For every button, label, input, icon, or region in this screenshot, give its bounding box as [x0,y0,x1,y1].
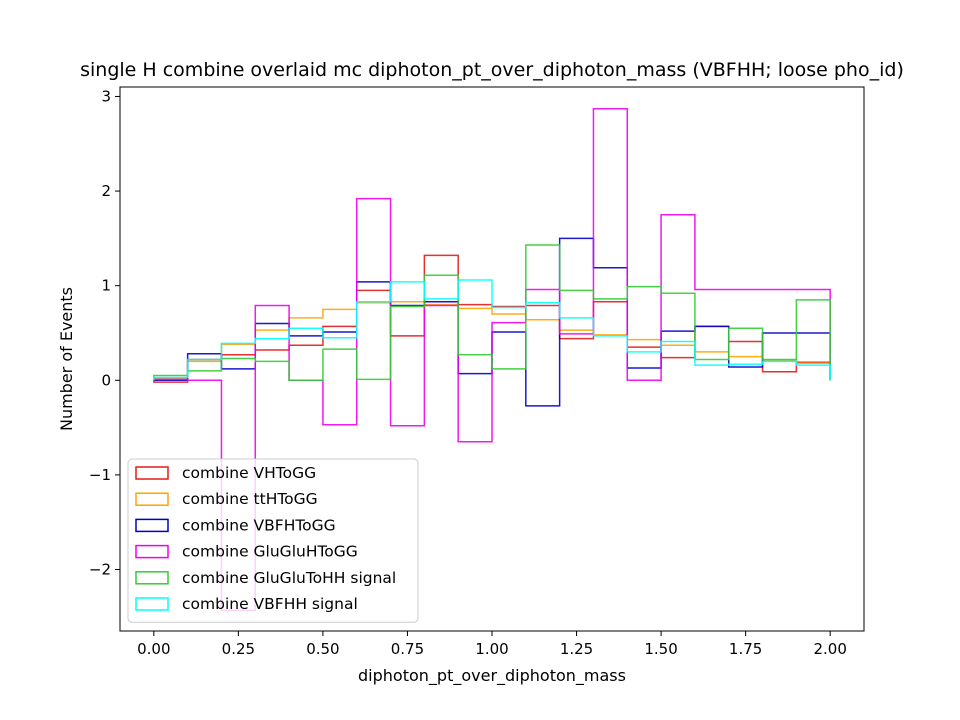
legend-swatch [135,492,169,506]
y-tick-label: 2 [101,182,111,200]
chart-title: single H combine overlaid mc diphoton_pt… [80,59,904,81]
legend-swatch [135,597,169,611]
x-tick-label: 1.25 [560,640,593,658]
x-tick-label: 0.00 [137,640,170,658]
legend-label: combine GluGluHToGG [182,543,358,561]
y-tick-label: 1 [101,277,111,295]
x-tick-label: 0.25 [222,640,255,658]
x-tick-label: 1.50 [644,640,677,658]
x-tick-label: 1.75 [729,640,762,658]
legend-swatch [135,518,169,533]
legend-swatch [135,544,169,559]
x-tick-label: 0.75 [391,640,424,658]
legend-box [127,458,419,623]
y-tick-label: 0 [101,371,111,389]
legend-label: combine GluGluToHH signal [182,569,396,587]
legend-swatch [135,466,169,480]
legend-label: combine ttHToGG [182,490,318,508]
legend-swatch [135,571,169,585]
y-axis-label: Number of Events [57,287,76,431]
legend-label: combine VBFHToGG [182,516,336,534]
plot-area: 0.00 0.25 0.50 0.75 1.00 1.25 1.50 1.75 2.00 −2 −1… [89,86,865,658]
y-tick-label: −1 [89,466,111,484]
legend: combine VHToGG combine ttHToGG combine VBF… [127,458,419,623]
x-tick-label: 1.00 [475,640,508,658]
x-tick-label: 0.50 [306,640,339,658]
series-line-4 [153,244,831,382]
y-tick-label: −2 [89,561,111,579]
series-line-5 [153,279,831,381]
x-tick-label: 2.00 [813,640,846,658]
x-axis-label: diphoton_pt_over_diphoton_mass [358,666,626,686]
legend-label: combine VHToGG [182,464,316,482]
legend-label: combine VBFHH signal [182,595,358,613]
y-tick-label: 3 [101,87,111,105]
